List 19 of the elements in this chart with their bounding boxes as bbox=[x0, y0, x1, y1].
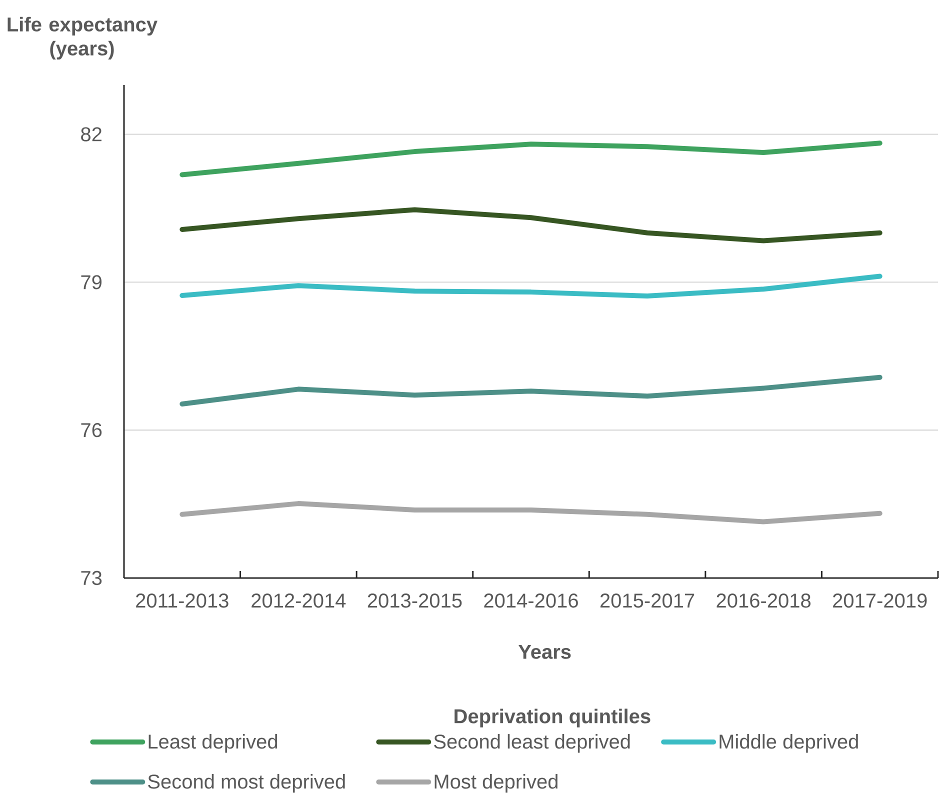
x-tick-label: 2011-2013 bbox=[136, 594, 228, 608]
x-tick-label: 2015-2017 bbox=[600, 594, 694, 608]
x-tick-label: 2014-2016 bbox=[484, 594, 578, 608]
legend-label: Least deprived bbox=[148, 734, 278, 753]
legend-label: Middle deprived bbox=[720, 734, 858, 753]
y-tick-label: 76 bbox=[81, 423, 102, 438]
y-axis-title: Life expectancy (years) bbox=[8, 16, 158, 60]
x-tick-label: 2013-2015 bbox=[368, 594, 462, 608]
x-tick-label: 2012-2014 bbox=[252, 594, 346, 608]
legend-label: Second most deprived bbox=[148, 774, 345, 793]
x-tick-label: 2017-2019 bbox=[833, 594, 927, 608]
y-tick-label: 73 bbox=[81, 570, 102, 586]
y-tick-label: 79 bbox=[81, 275, 102, 290]
legend-label: Most deprived bbox=[434, 774, 558, 793]
x-axis-title: Years bbox=[518, 644, 571, 659]
legend-title: Deprivation quintiles bbox=[454, 708, 650, 728]
x-tick-label: 2016-2018 bbox=[716, 594, 811, 608]
y-tick-label: 82 bbox=[81, 127, 102, 142]
legend-label: Second least deprived bbox=[434, 734, 630, 753]
